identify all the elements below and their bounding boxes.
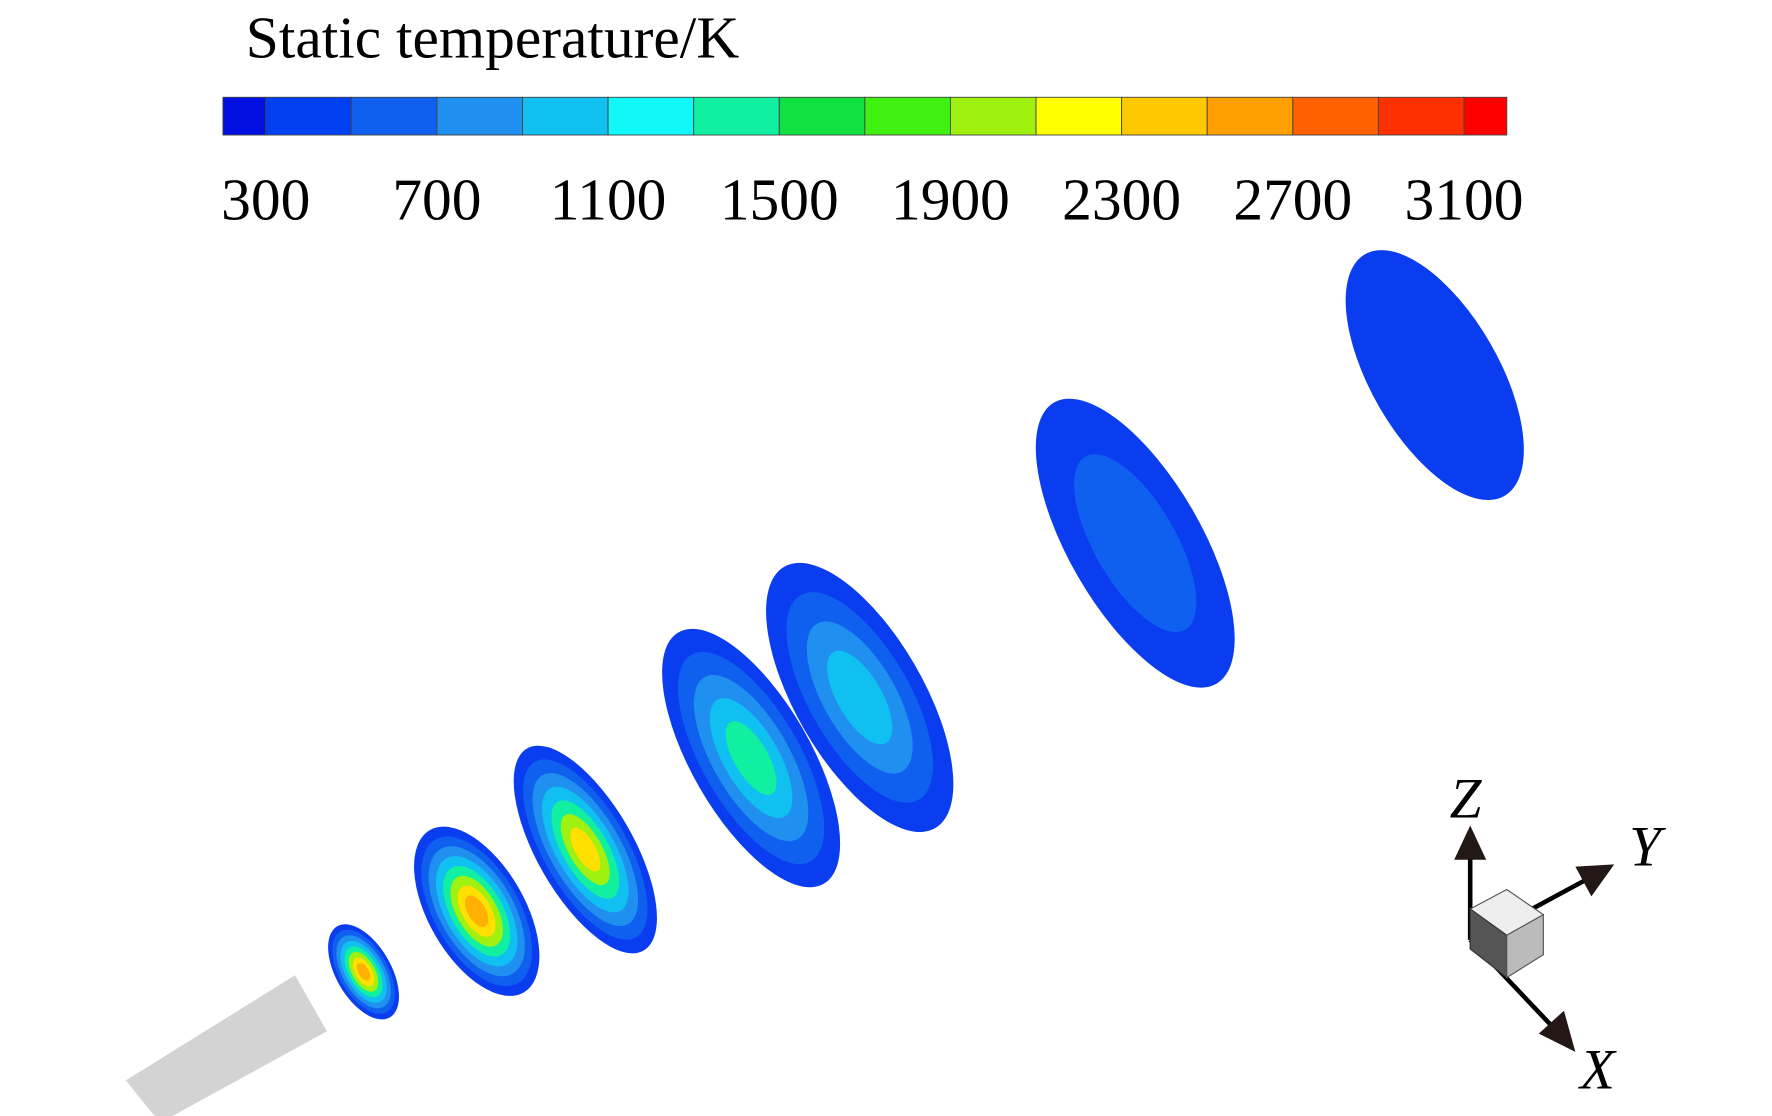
colorbar-segment — [1463, 96, 1508, 136]
colorbar — [222, 96, 1508, 136]
colorbar-segment — [607, 96, 695, 136]
axis-label: Y — [1629, 816, 1666, 879]
colorbar-segment — [1121, 96, 1208, 136]
contour — [570, 827, 601, 872]
colorbar-segment — [949, 96, 1037, 136]
colorbar-segment — [265, 96, 352, 136]
contour — [827, 650, 893, 745]
contour — [356, 962, 371, 981]
colorbar-segment — [1035, 96, 1123, 136]
colorbar-segment — [864, 96, 951, 136]
contour — [1345, 250, 1524, 501]
colorbar-tick-label: 1100 — [550, 167, 667, 233]
colorbar-tick-label: 2700 — [1233, 167, 1352, 233]
colorbar-segment — [522, 96, 609, 136]
temperature-slices — [328, 250, 1524, 1020]
colorbar-segment — [1377, 96, 1465, 136]
axes-triad: Z Y X — [1450, 768, 1666, 1102]
colorbar-segment — [350, 96, 438, 136]
colorbar-tick-label: 3100 — [1405, 167, 1524, 233]
colorbar-tick-label: 700 — [392, 167, 481, 233]
axis-label: Z — [1450, 768, 1483, 831]
colorbar-title: Static temperature/K — [246, 4, 740, 70]
contour — [1074, 454, 1197, 633]
axis-label: X — [1578, 1038, 1617, 1101]
colorbar-ticks: 300 700 1100 1500 1900 2300 2700 3100 — [221, 167, 1523, 233]
colorbar-tick-label: 2300 — [1062, 167, 1181, 233]
colorbar-segment — [436, 96, 523, 136]
colorbar-segment — [222, 96, 267, 136]
colorbar-tick-label: 1500 — [720, 167, 839, 233]
colorbar-segment — [1292, 96, 1379, 136]
colorbar-tick-label: 300 — [221, 167, 310, 233]
contour — [465, 895, 489, 928]
colorbar-tick-label: 1900 — [891, 167, 1010, 233]
nozzle — [125, 975, 327, 1116]
colorbar-segment — [778, 96, 866, 136]
contour — [725, 721, 777, 795]
colorbar-segment — [693, 96, 780, 136]
colorbar-segment — [1206, 96, 1294, 136]
